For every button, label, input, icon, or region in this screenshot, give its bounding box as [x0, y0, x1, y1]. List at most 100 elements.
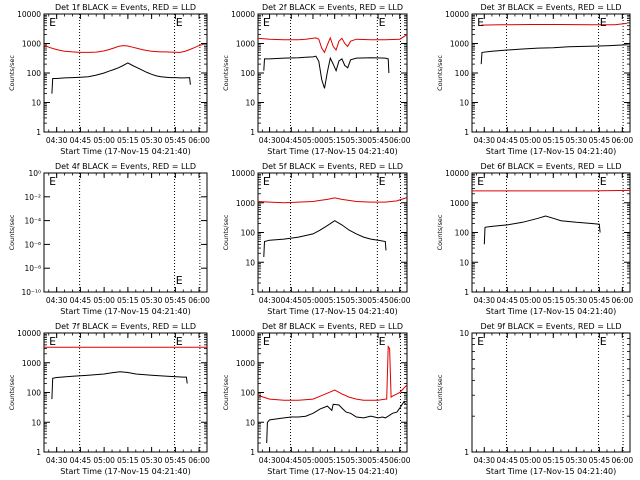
y-tick-label: 10 [459, 258, 469, 267]
y-axis-label: Counts/sec [436, 55, 444, 91]
events-series-line [263, 220, 387, 258]
plot-frame [43, 13, 208, 133]
x-tick-label: 05:45 [589, 296, 611, 305]
x-tick-label: 06:00 [612, 296, 634, 305]
x-tick-label: 04:45 [280, 136, 302, 145]
x-tick-label: 05:00 [519, 136, 541, 145]
x-tick-label: 05:30 [141, 136, 163, 145]
y-tick-label: 10 [31, 418, 41, 427]
event-marker-label: E [263, 175, 270, 188]
y-axis-label: Counts/sec [222, 374, 230, 410]
x-tick-label: 04:30 [46, 296, 68, 305]
x-tick-label: 05:00 [93, 296, 115, 305]
x-tick-label: 06:00 [188, 456, 210, 465]
x-tick-label: 05:15 [542, 136, 564, 145]
y-tick-label: 10000 [17, 329, 41, 338]
plot-frame [43, 172, 208, 293]
x-tick-label: 05:00 [93, 456, 115, 465]
y-axis-label: Counts/sec [436, 374, 444, 410]
x-tick-label: 05:15 [542, 456, 564, 465]
plot-frame [257, 13, 408, 133]
x-tick-label: 05:00 [302, 136, 324, 145]
y-tick-label: 10 [245, 258, 255, 267]
x-tick-label: 06:00 [389, 296, 411, 305]
x-axis-label: Start Time (17-Nov-15 04:21:40) [267, 467, 397, 476]
panel-title: Det 5f BLACK = Events, RED = LLD [262, 162, 403, 171]
y-tick-label: 10⁻⁴ [24, 217, 41, 226]
x-tick-label: 05:45 [589, 136, 611, 145]
x-tick-label: 04:30 [259, 296, 281, 305]
y-tick-label: 10 [245, 418, 255, 427]
x-tick-label: 05:00 [519, 456, 541, 465]
y-tick-label: 100 [455, 69, 470, 78]
y-tick-label: 10 [459, 99, 469, 108]
event-marker-label: E [176, 16, 183, 29]
x-axis-label: Start Time (17-Nov-15 04:21:40) [60, 467, 190, 476]
panel-title: Det 2f BLACK = Events, RED = LLD [262, 3, 403, 12]
x-tick-label: 05:45 [165, 296, 187, 305]
x-tick-label: 05:45 [367, 456, 389, 465]
y-tick-label: 10⁻² [24, 193, 41, 202]
y-tick-label: 100 [241, 69, 256, 78]
panel-det-3: Det 3f BLACK = Events, RED = LLD Counts/s… [436, 3, 633, 156]
event-marker-label: E [379, 335, 386, 348]
y-tick-label: 1 [464, 448, 469, 457]
x-tick-label: 05:15 [117, 136, 139, 145]
y-tick-label: 10⁻⁶ [24, 240, 41, 249]
panel-det-7: Det 7f BLACK = Events, RED = LLD Counts/s… [8, 322, 210, 476]
plot-frame [43, 332, 208, 453]
lld-series-line [257, 345, 408, 401]
events-series-line [483, 215, 601, 245]
y-tick-label: 1 [250, 288, 255, 297]
x-tick-label: 04:30 [46, 136, 68, 145]
y-tick-label: 100 [241, 389, 256, 398]
y-tick-label: 1000 [450, 40, 469, 49]
x-tick-label: 04:30 [473, 296, 495, 305]
plot-frame [471, 332, 631, 453]
event-marker-label: E [263, 335, 270, 348]
y-tick-label: 1000 [236, 359, 255, 368]
x-tick-label: 05:00 [93, 136, 115, 145]
event-marker-label: E [477, 16, 484, 29]
x-tick-label: 04:45 [280, 296, 302, 305]
plot-frame [257, 172, 408, 293]
x-tick-label: 05:45 [165, 136, 187, 145]
x-tick-label: 05:15 [117, 456, 139, 465]
event-marker-label: E [477, 175, 484, 188]
y-tick-label: 100 [27, 69, 42, 78]
panel-det-5: Det 5f BLACK = Events, RED = LLD Counts/s… [222, 162, 411, 316]
y-tick-label: 1000 [22, 40, 41, 49]
x-tick-label: 04:30 [46, 456, 68, 465]
y-tick-label: 1000 [450, 199, 469, 208]
y-axis-label: Counts/sec [8, 214, 16, 250]
x-tick-label: 04:45 [496, 296, 518, 305]
x-axis-label: Start Time (17-Nov-15 04:21:40) [486, 307, 616, 316]
x-tick-label: 06:00 [389, 456, 411, 465]
lld-series-line [43, 43, 204, 53]
event-marker-label: E [176, 274, 183, 287]
panel-title: Det 3f BLACK = Events, RED = LLD [480, 3, 621, 12]
x-axis-label: Start Time (17-Nov-15 04:21:40) [60, 307, 190, 316]
y-tick-label: 1 [464, 128, 469, 137]
y-tick-label: 1000 [236, 199, 255, 208]
x-tick-label: 06:00 [612, 136, 634, 145]
y-axis-label: Counts/sec [8, 374, 16, 410]
event-marker-label: E [600, 335, 607, 348]
y-tick-label: 100 [455, 229, 470, 238]
events-series-line [480, 44, 627, 65]
y-tick-label: 10⁻¹⁰ [21, 288, 41, 297]
x-tick-label: 05:00 [302, 296, 324, 305]
y-axis-label: Counts/sec [8, 55, 16, 91]
events-series-line [51, 371, 188, 400]
x-tick-label: 06:00 [612, 456, 634, 465]
y-tick-label: 100 [27, 389, 42, 398]
x-axis-label: Start Time (17-Nov-15 04:21:40) [60, 147, 190, 156]
events-series-line [266, 400, 407, 444]
panel-title: Det 7f BLACK = Events, RED = LLD [55, 322, 196, 331]
x-axis-label: Start Time (17-Nov-15 04:21:40) [486, 467, 616, 476]
panel-title: Det 8f BLACK = Events, RED = LLD [262, 322, 403, 331]
x-tick-label: 05:30 [565, 296, 587, 305]
x-tick-label: 06:00 [389, 136, 411, 145]
panel-title: Det 9f BLACK = Events, RED = LLD [480, 322, 621, 331]
